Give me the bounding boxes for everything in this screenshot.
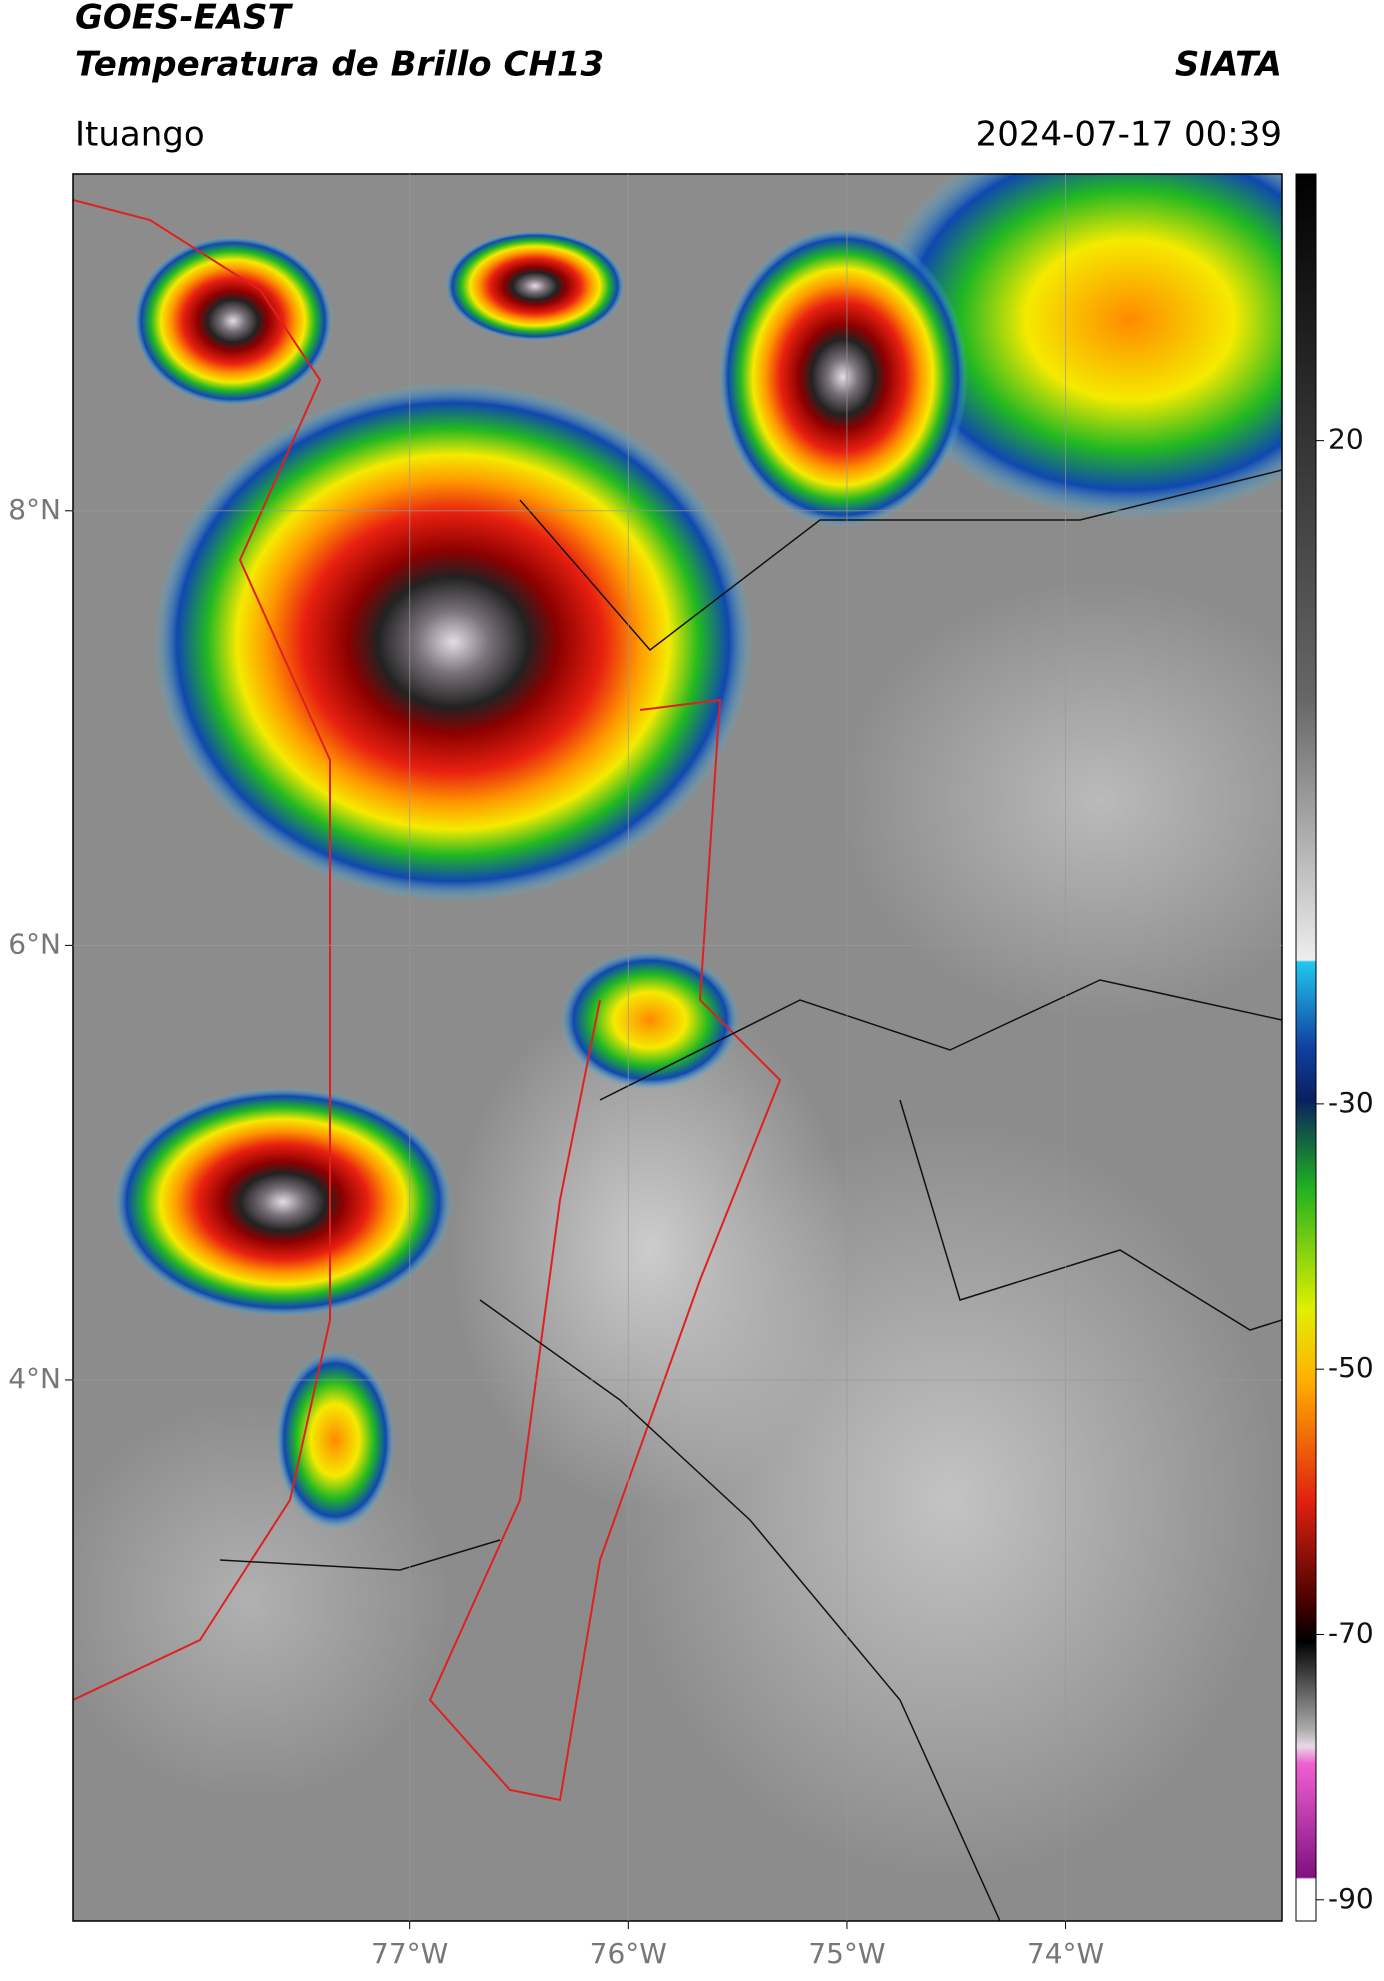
colorbar-tick-label: -50 — [1328, 1351, 1374, 1384]
source: SIATA — [1175, 45, 1282, 85]
y-tick-label: 4°N — [8, 1362, 61, 1395]
colorbar — [1295, 173, 1317, 1922]
colorbar-tick-label: -90 — [1328, 1882, 1374, 1915]
title: GOES-EAST — [75, 0, 294, 38]
x-tick-label: 75°W — [808, 1937, 885, 1970]
region: Ituango — [75, 115, 205, 155]
subtitle: Temperatura de Brillo CH13 — [75, 45, 604, 85]
colorbar-tick-label: -70 — [1328, 1616, 1374, 1649]
y-tick-label: 6°N — [8, 927, 61, 960]
colorbar-tick-label: -30 — [1328, 1086, 1374, 1119]
y-tick-label: 8°N — [8, 493, 61, 526]
map-frame — [72, 173, 1283, 1922]
datetime: 2024-07-17 00:39 — [976, 115, 1282, 155]
x-tick-label: 74°W — [1027, 1937, 1104, 1970]
x-tick-label: 77°W — [371, 1937, 448, 1970]
x-tick-label: 76°W — [590, 1937, 667, 1970]
map-imagery — [73, 174, 1282, 1921]
colorbar-tick-label: 20 — [1328, 423, 1364, 456]
